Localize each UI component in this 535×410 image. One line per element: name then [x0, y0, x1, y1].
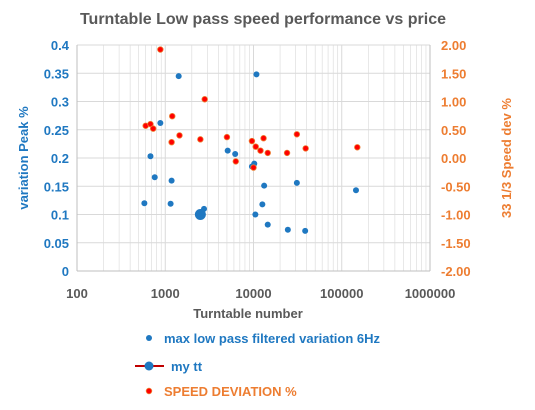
y-right-tick-label: -1.50	[441, 236, 471, 251]
variation-point	[157, 119, 164, 126]
legend-marker-my-tt	[144, 361, 154, 371]
y-right-tick-label: -0.50	[441, 179, 471, 194]
variation-point	[147, 153, 154, 160]
variation-point	[253, 71, 260, 78]
y-right-axis-label: 33 1/3 Speed dev %	[499, 98, 514, 218]
speed-deviation-point	[149, 125, 157, 132]
y-left-tick-label: 0.35	[44, 66, 69, 81]
y-left-tick-label: 0.4	[51, 38, 70, 53]
speed-deviation-point	[252, 143, 259, 150]
x-tick-label: 100	[66, 286, 88, 301]
y-right-tick-label: -2.00	[441, 264, 471, 279]
variation-point	[259, 201, 266, 208]
y-right-tick-label: -1.00	[441, 208, 471, 223]
variation-point	[284, 226, 291, 233]
variation-point	[151, 174, 158, 181]
variation-point	[302, 227, 309, 234]
y-right-tick-label: 1.00	[441, 95, 466, 110]
x-tick-labels: 100 1000 10000 100000 1000000	[66, 286, 455, 301]
variation-point	[352, 187, 359, 194]
variation-point	[264, 221, 271, 228]
speed-deviation-point	[223, 133, 231, 141]
chart-title: Turntable Low pass speed performance vs …	[80, 11, 446, 28]
x-tick-label: 100000	[320, 286, 363, 301]
variation-point	[224, 147, 231, 154]
grid	[76, 44, 431, 272]
legend-label-variation: max low pass filtered variation 6Hz	[164, 331, 381, 346]
y-right-tick-label: 0.50	[441, 123, 466, 138]
x-tick-label: 1000	[151, 286, 180, 301]
y-left-tick-label: 0	[62, 264, 69, 279]
variation-point	[141, 200, 148, 207]
y-left-tick-label: 0.25	[44, 123, 69, 138]
y-right-tick-label: 2.00	[441, 38, 466, 53]
y-left-tick-label: 0.1	[51, 208, 69, 223]
variation-point	[293, 179, 300, 186]
speed-deviation-point	[264, 149, 271, 157]
y-left-tick-label: 0.3	[51, 95, 69, 110]
speed-deviation-point	[157, 46, 164, 53]
speed-deviation-point	[354, 144, 361, 151]
y-right-tick-label: 0.00	[441, 151, 466, 166]
y-left-tick-label: 0.15	[44, 179, 69, 194]
speed-deviation-point	[250, 164, 257, 171]
axes	[76, 45, 431, 272]
variation-point	[261, 182, 268, 189]
data-points	[141, 46, 361, 234]
variation-point	[252, 211, 259, 218]
speed-deviation-point	[248, 137, 256, 145]
x-tick-label: 10000	[235, 286, 271, 301]
legend-marker-speed	[145, 387, 153, 395]
y-left-axis-label: variation Peak %	[16, 106, 31, 210]
speed-deviation-point	[283, 149, 291, 157]
speed-deviation-point	[169, 112, 176, 120]
speed-deviation-point	[293, 131, 301, 138]
y-left-tick-label: 0.2	[51, 151, 69, 166]
speed-deviation-point	[257, 147, 264, 154]
variation-point	[167, 200, 174, 207]
x-axis-label: Turntable number	[193, 306, 303, 321]
speed-deviation-point	[176, 132, 183, 139]
y-left-tick-labels: 0 0.05 0.1 0.15 0.2 0.25 0.3 0.35 0.4	[44, 38, 70, 279]
speed-deviation-point	[260, 135, 267, 142]
speed-deviation-point	[302, 145, 309, 152]
speed-deviation-point	[197, 136, 204, 143]
x-tick-label: 1000000	[405, 286, 456, 301]
y-right-tick-label: 1.50	[441, 66, 466, 81]
variation-point	[175, 73, 182, 80]
variation-point	[168, 177, 175, 184]
variation-point	[232, 151, 239, 158]
legend-marker-variation	[146, 335, 152, 341]
my-tt-point	[194, 209, 206, 220]
legend: max low pass filtered variation 6Hz my t…	[135, 331, 381, 399]
legend-label-my-tt: my tt	[171, 359, 203, 374]
speed-deviation-point	[147, 120, 154, 128]
speed-deviation-point	[232, 158, 239, 165]
legend-label-speed: SPEED DEVIATION %	[164, 384, 297, 399]
y-right-tick-labels: -2.00 -1.50 -1.00 -0.50 0.00 0.50 1.00 1.50 2.00	[441, 38, 471, 279]
speed-deviation-point	[201, 96, 208, 103]
y-left-tick-label: 0.05	[44, 236, 69, 251]
speed-deviation-point	[168, 138, 175, 146]
